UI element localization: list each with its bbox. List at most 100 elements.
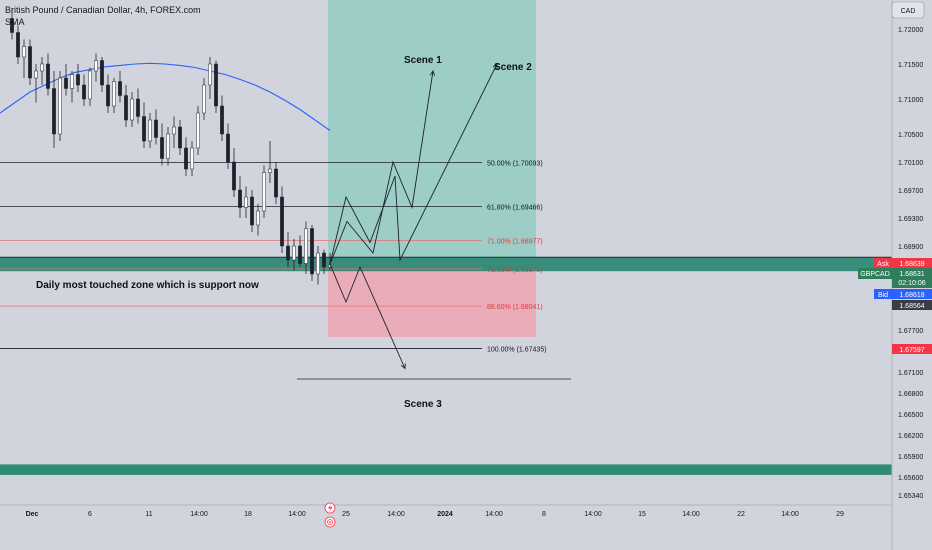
candle-body [214,63,218,107]
time-tick-label: 25 [342,511,350,518]
candle-body [250,196,254,226]
position-boxes [328,0,536,337]
candle-body [274,168,278,198]
time-tick-label: 15 [638,511,646,518]
scene3-label: Scene 3 [404,399,442,410]
candle-body [10,18,14,33]
candle-body [88,70,92,100]
sma-indicator-label[interactable]: SMA [5,17,25,27]
sma-line [0,62,331,131]
chart-title: British Pound / Canadian Dollar, 4h, FOR… [5,5,201,15]
bar-countdown: 02:10:06 [898,280,925,287]
candle-body [322,252,326,268]
candle-body [28,46,32,79]
price-tick-label: 1.65600 [898,475,923,482]
stop-box [328,264,536,337]
candle-body [82,84,86,100]
symbol-price-label: GBPCAD 1.68631 02:10:06 [858,268,932,288]
candle-body [100,60,104,86]
price-tick-label: 1.72000 [898,27,923,34]
candle-body [16,32,20,58]
candle-body [76,74,80,86]
candle-body [220,105,224,135]
time-tick-label: 14:00 [682,511,700,518]
candle-body [202,84,206,114]
time-axis-ticks: Dec 6 11 14:00 18 14:00 25 14:00 2024 14:00 8 14:00… [26,511,844,518]
candle-body [142,116,146,142]
scenario-paths [329,63,498,370]
candle-body [34,70,38,79]
scenario-path-3 [329,264,406,369]
candles-layer [10,8,332,285]
fib-label: 71.00% (1.68977) [487,239,543,246]
price-tick-label: 1.66500 [898,412,923,419]
candle-body [160,137,164,159]
time-tick-label: 8 [542,511,546,518]
target-box [328,0,536,265]
candle-body [136,98,140,117]
price-tick-label: 1.66800 [898,391,923,398]
candle-body [292,245,296,261]
support-zone-band [0,257,892,272]
ask-value: 1.68639 [899,261,924,268]
time-tick-label: 18 [244,511,252,518]
candle-body [256,210,260,226]
level-a-value: 1.68564 [899,303,924,310]
fib-label: 100.00% (1.67435) [487,347,547,354]
level-b-label: 1.67597 [892,344,932,354]
symbol-tag: GBPCAD [860,271,890,278]
candle-body [52,88,56,135]
time-tick-label: 29 [836,511,844,518]
currency-badge[interactable]: CAD [891,1,925,19]
price-tick-label: 1.67700 [898,328,923,335]
scene1-label: Scene 1 [404,55,442,66]
price-tick-label: 1.71500 [898,62,923,69]
symbol-value: 1.68631 [899,271,924,278]
candle-body [40,63,44,72]
level-a-label: 1.68564 [892,300,932,310]
ask-price-label: Ask 1.68639 [874,258,932,268]
candle-body [130,98,134,121]
level-b-value: 1.67597 [899,347,924,354]
candle-body [106,84,110,107]
candle-body [124,95,128,121]
support-zones [0,256,892,475]
time-tick-label: 2024 [437,511,453,518]
time-tick-label: 14:00 [190,511,208,518]
fib-retracement: 50.00% (1.70093) 61.80% (1.69466) 71.00% (… [0,160,571,380]
time-tick-label: 6 [88,511,92,518]
event-dividend-icon[interactable] [324,516,336,528]
event-lightning-icon[interactable] [324,502,336,514]
candle-body [172,126,176,135]
candle-body [244,196,248,208]
zone-label: Daily most touched zone which is support… [36,280,259,291]
scenario-path-2 [329,63,498,265]
bid-tag: Bid [878,292,888,299]
candle-body [190,147,194,170]
price-tick-label: 1.65900 [898,454,923,461]
price-tick-label: 1.65340 [898,493,923,500]
price-tick-label: 1.66200 [898,433,923,440]
time-tick-label: 14:00 [387,511,405,518]
sma-layer [0,62,331,131]
candle-body [166,133,170,159]
price-tick-label: 1.69300 [898,216,923,223]
candle-body [94,60,98,72]
fib-label: 50.00% (1.70093) [487,160,543,167]
candle-body [178,126,182,149]
candle-body [70,74,74,89]
time-tick-label: 14:00 [485,511,503,518]
scenario-arrowhead-1 [429,70,436,76]
price-tick-label: 1.70500 [898,132,923,139]
candle-body [238,189,242,208]
candle-body [310,228,314,275]
price-tick-label: 1.71000 [898,97,923,104]
candle-body [154,119,158,138]
candle-body [22,46,26,58]
bid-price-label: Bid 1.68618 [874,289,932,299]
time-tick-label: 11 [145,511,152,518]
bid-value: 1.68618 [899,292,924,299]
scenario-arrowhead-3 [400,363,406,370]
candle-body [112,81,116,107]
